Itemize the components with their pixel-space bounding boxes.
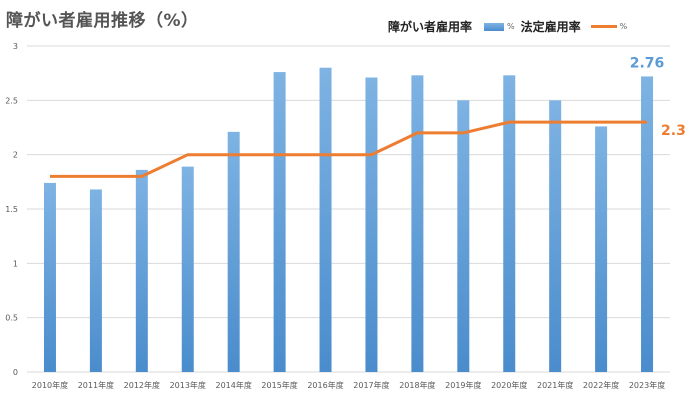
bar-employment-rate [457,100,470,372]
x-tick-label: 2022年度 [583,380,619,390]
data-label-legal-2023: 2.3 [661,123,686,139]
y-tick-label: 3 [13,42,18,51]
chart-legend: 障がい者雇用率 % 法定雇用率 % [388,18,633,35]
y-tick-label: 0 [13,368,18,377]
x-tick-label: 2023年度 [629,380,665,390]
bar-employment-rate [89,189,102,372]
x-tick-label: 2010年度 [32,380,68,390]
legend-swatch-line [590,25,617,28]
bar-employment-rate [273,72,286,372]
y-tick-label: 2.5 [5,96,18,105]
x-tick-label: 2017年度 [353,380,389,390]
line-legal-rate [50,120,647,178]
x-tick-label: 2013年度 [170,380,206,390]
bar-employment-rate [365,77,378,372]
x-tick-label: 2014年度 [215,380,251,390]
x-tick-label: 2012年度 [124,380,160,390]
x-tick-label: 2015年度 [261,380,297,390]
x-tick-label: 2020年度 [491,380,527,390]
x-tick-label: 2011年度 [78,380,114,390]
bar-employment-rate [641,76,654,372]
bar-employment-rate [595,126,608,372]
bar-employment-rate [411,75,424,372]
x-tick-label: 2016年度 [307,380,343,390]
bar-employment-rate [181,166,194,372]
legend-unit-legal-rate: % [619,22,628,31]
x-tick-label: 2018年度 [399,380,435,390]
bar-employment-rate [503,75,516,372]
bar-employment-rate [319,67,332,372]
x-tick-label: 2019年度 [445,380,481,390]
bar-employment-rate [549,100,562,372]
bar-employment-rate [227,131,240,372]
data-label-employment-2023: 2.76 [630,55,665,71]
legend-swatch-bar [484,22,505,31]
legend-label-employment-rate: 障がい者雇用率 [388,20,473,34]
x-tick-label: 2021年度 [537,380,573,390]
y-tick-label: 0.5 [5,314,18,323]
legend-unit-employment-rate: % [507,22,515,31]
legend-label-legal-rate: 法定雇用率 [520,20,581,34]
y-tick-label: 2 [13,151,18,160]
y-tick-label: 1.5 [5,205,18,214]
bar-employment-rate [43,182,56,372]
chart-title: 障がい者雇用推移（%） [6,11,199,31]
bar-employment-rate [135,169,148,372]
y-tick-label: 1 [13,259,18,268]
